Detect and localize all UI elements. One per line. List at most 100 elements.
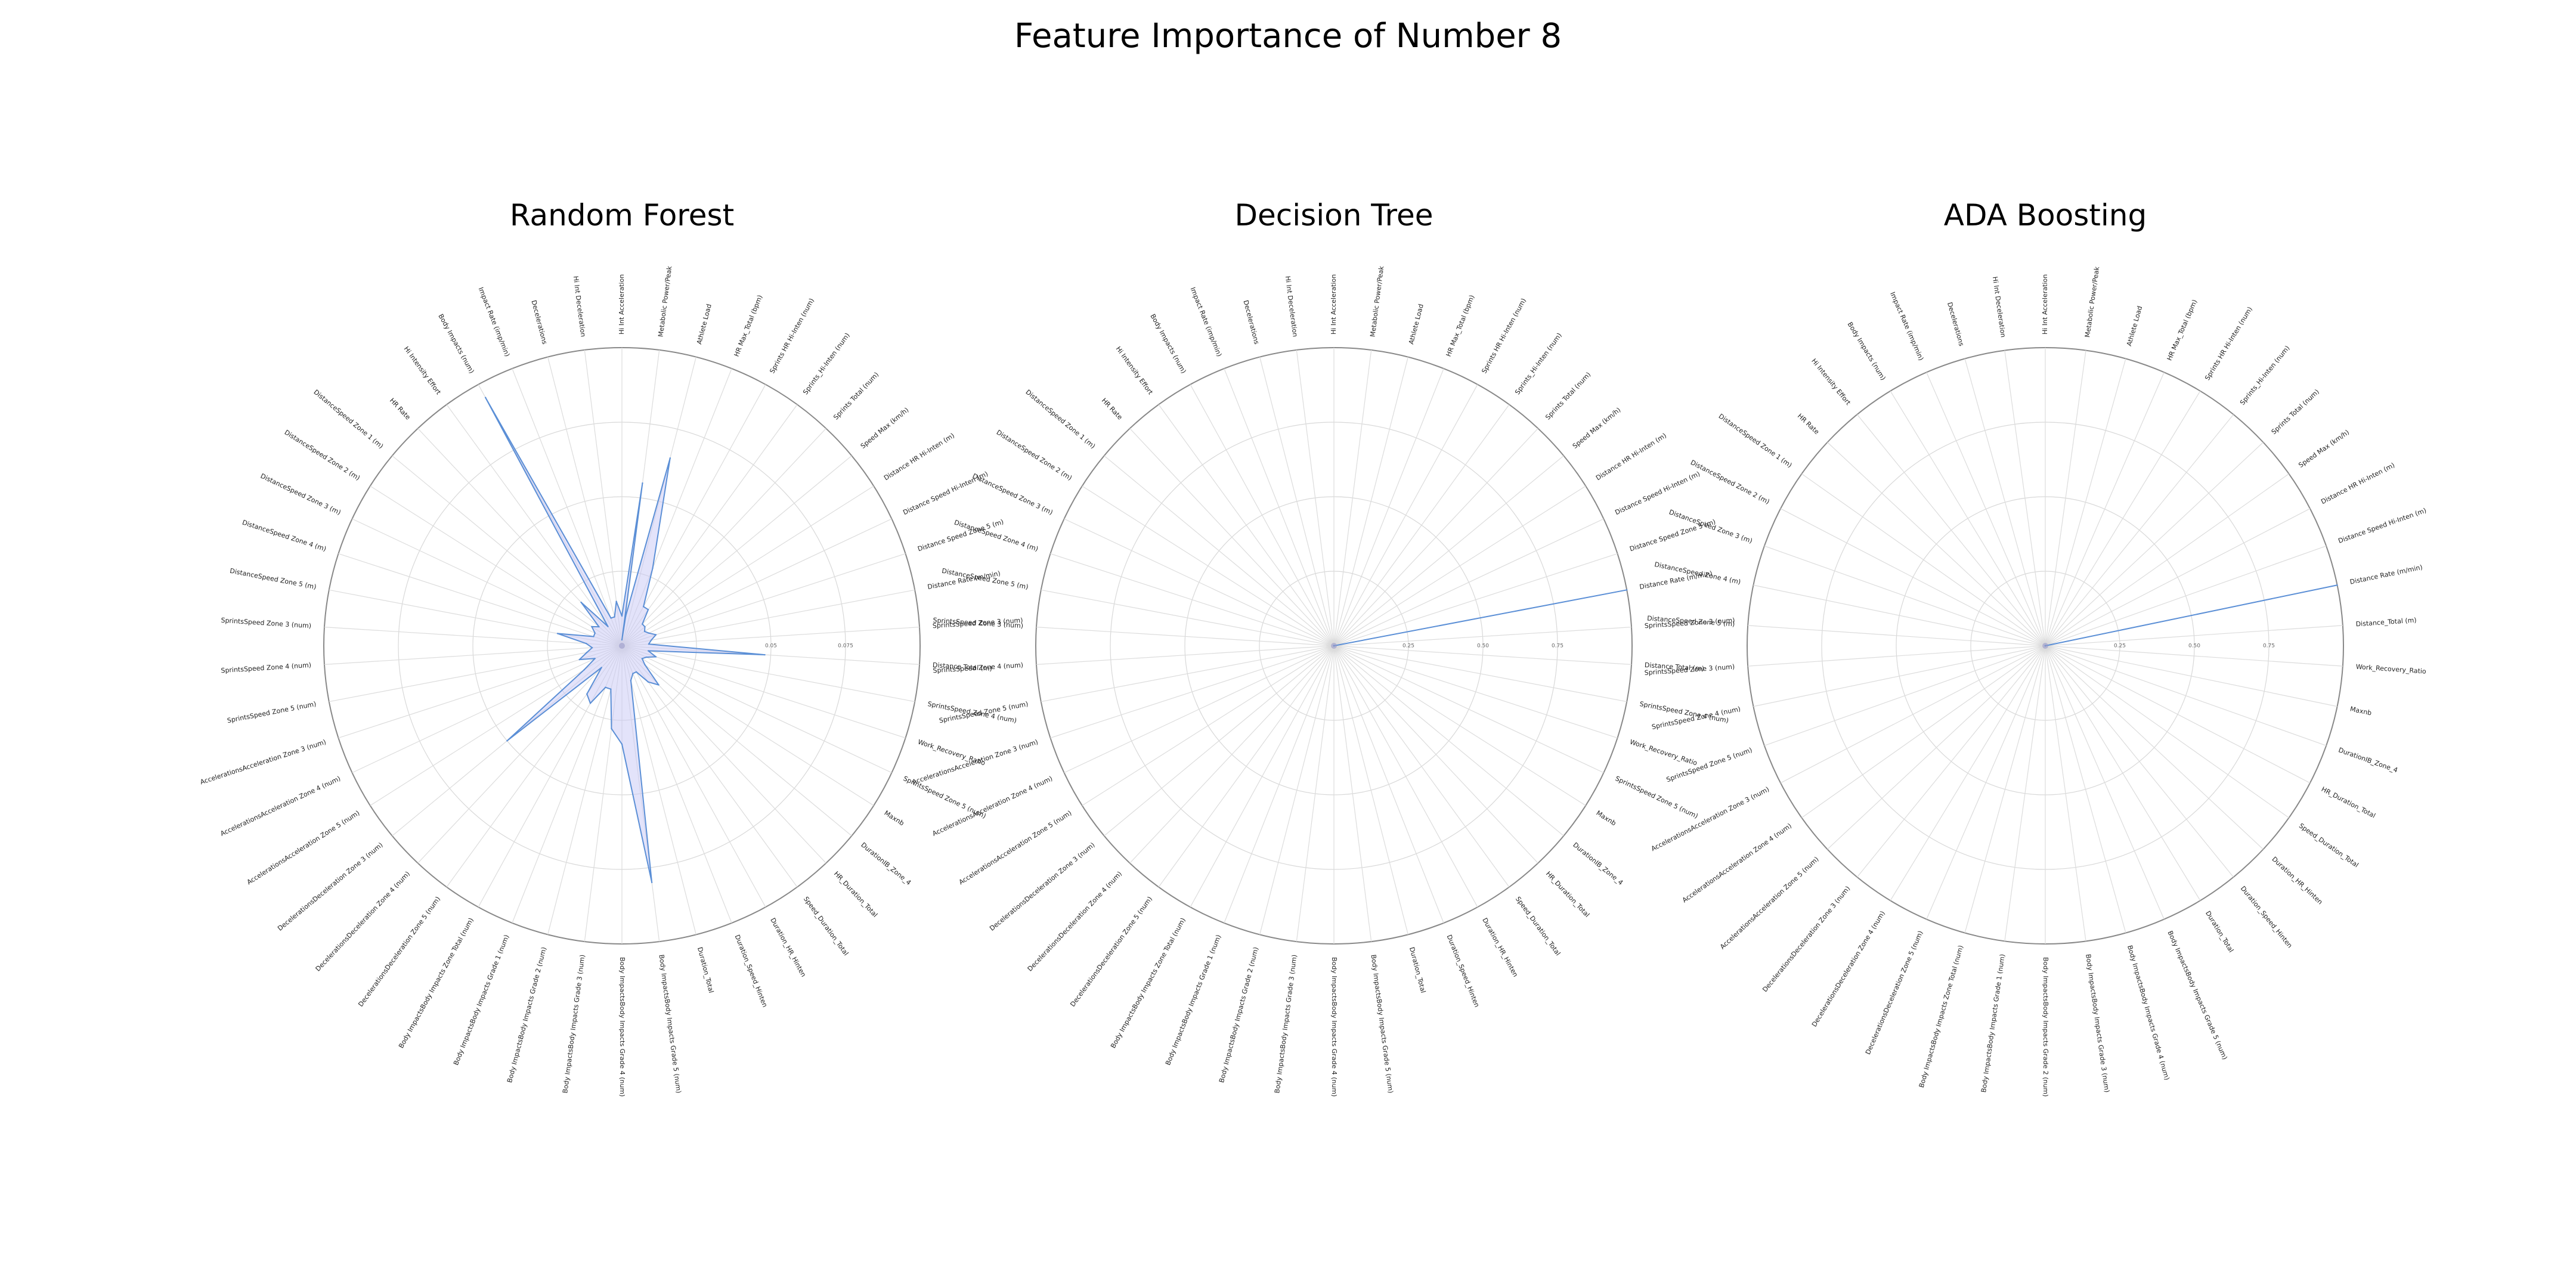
radar-spoke bbox=[621, 645, 852, 837]
radar-feature-label: Metabolic Power/Peak bbox=[1368, 265, 1385, 338]
figure-title: Feature Importance of Number 8 bbox=[1014, 17, 1562, 55]
radar-spoke bbox=[621, 645, 892, 773]
radar-spoke bbox=[1333, 645, 1372, 942]
radar-feature-label: DistanceSpeed Zone 2 (m) bbox=[995, 428, 1073, 482]
radar-data-point bbox=[669, 457, 671, 459]
radar-spoke bbox=[1333, 645, 1632, 665]
radar-feature-label: Maxnb bbox=[2349, 705, 2373, 717]
radar-data-point bbox=[598, 626, 600, 628]
radar-tick-label: 0.75 bbox=[1552, 643, 1563, 649]
radar-feature-label: Body ImpactsBody Impacts Grade 5 (num) bbox=[657, 954, 682, 1094]
radar-data-point bbox=[764, 654, 766, 656]
radar-data-point bbox=[591, 646, 593, 649]
radar-spoke bbox=[1333, 645, 1478, 908]
radar-feature-label: AccelerationsAcceleration Zone 4 (num) bbox=[931, 775, 1054, 838]
radar-spoke bbox=[1333, 553, 1618, 646]
radar-spoke bbox=[1082, 645, 1335, 806]
radar-feature-label: Body ImpactsBody Impacts Grade 2 (num) bbox=[1218, 946, 1260, 1083]
radar-data-point bbox=[632, 673, 634, 674]
radar-panel-title: Decision Tree bbox=[1235, 198, 1433, 233]
radar-data-point bbox=[611, 727, 612, 730]
radar-feature-label: Body ImpactsBody Impacts Grade 1 (num) bbox=[1980, 953, 2007, 1093]
radar-data-point bbox=[594, 658, 596, 660]
radar-spoke bbox=[1158, 645, 1335, 887]
radar-data-point bbox=[593, 636, 595, 637]
radar-feature-label: Body ImpactsBody Impacts Grade 2 (num) bbox=[506, 946, 548, 1083]
radar-feature-label: Metabolic Power/Peak bbox=[657, 265, 673, 338]
radar-feature-label: Sprints_Hi-Inten (num) bbox=[801, 332, 852, 396]
radar-feature-label: Distance HR Hi-Inten (m) bbox=[1594, 432, 1668, 482]
radar-feature-label: Athlete Load bbox=[2125, 305, 2144, 347]
radar-data-point bbox=[630, 679, 632, 682]
radar-feature-label: DurationIB_Zone_4 bbox=[859, 841, 912, 887]
radar-spoke bbox=[338, 645, 623, 739]
radar-spoke bbox=[1764, 545, 2046, 646]
radar-feature-label: Work_Recovery_Ratio bbox=[1629, 738, 1699, 767]
radar-feature-label: DistanceSpeed Zone 4 (m) bbox=[242, 519, 327, 553]
radar-feature-label: SprintsSpeed Zone 5 (num) bbox=[227, 700, 317, 724]
radar-feature-label: DistanceSpeed Zone 3 (m) bbox=[1668, 508, 1753, 545]
radar-feature-label: Decelerations bbox=[1946, 301, 1965, 347]
radar-feature-label: AccelerationsAcceleration Zone 3 (num) bbox=[199, 738, 327, 787]
radar-data-point bbox=[506, 740, 508, 742]
radar-data-point bbox=[658, 684, 660, 686]
radar-feature-label: Distance Rate (m/min) bbox=[2349, 564, 2423, 586]
radar-spoke bbox=[621, 553, 906, 646]
radar-spoke bbox=[1333, 518, 1604, 646]
radar-spoke bbox=[1259, 357, 1335, 646]
radar-feature-label: Distance Speed Hi-Inten (m) bbox=[1614, 470, 1701, 516]
radar-feature-label: Body ImpactsBody Impacts Grade 1 (num) bbox=[1164, 934, 1222, 1067]
radar-feature-label: Duration_Speed_Hinten bbox=[733, 934, 769, 1008]
radar-feature-label: Speed_Duration_Total bbox=[1514, 895, 1562, 957]
radar-tick-label: 0.05 bbox=[765, 643, 777, 649]
radar-data-point bbox=[648, 632, 650, 634]
radar-spoke bbox=[1333, 645, 1627, 702]
radar-feature-label: Distance Total (m) bbox=[1645, 661, 1705, 673]
radar-spoke bbox=[1753, 645, 2046, 707]
radar-feature-label: SprintsSpeed Zone 4 (num) bbox=[221, 661, 311, 675]
radar-spoke bbox=[338, 553, 623, 646]
radar-data-point bbox=[642, 606, 645, 608]
radar-spoke bbox=[621, 455, 852, 646]
radar-center bbox=[1331, 643, 1337, 649]
radar-spoke bbox=[1748, 645, 2046, 667]
radar-spoke bbox=[621, 589, 915, 646]
radar-feature-label: DistanceSpeed Zone 2 (m) bbox=[1689, 459, 1771, 506]
radar-spoke bbox=[1224, 368, 1335, 646]
radar-feature-label: Decelerations bbox=[530, 299, 549, 345]
radar-feature-label: Body ImpactsBody Impacts Grade 4 (num) bbox=[1330, 957, 1338, 1097]
radar-spoke bbox=[2045, 372, 2165, 646]
radar-data-point bbox=[642, 482, 643, 484]
radar-spoke bbox=[512, 368, 623, 646]
radar-spoke bbox=[1926, 645, 2046, 919]
radar-spoke bbox=[1333, 627, 1632, 646]
radar-feature-label: Sprints_Hi-Inten (num) bbox=[2238, 344, 2292, 407]
radar-feature-label: HR Rate bbox=[388, 397, 412, 422]
radar-spoke bbox=[2045, 645, 2337, 707]
radar-spoke bbox=[1333, 645, 1408, 935]
radar-data-point bbox=[647, 609, 649, 611]
radar-spoke bbox=[547, 645, 623, 935]
radar-feature-label: Body ImpactsBody Impacts Grade 1 (num) bbox=[452, 934, 510, 1067]
radar-feature-label: Distance_Total (m) bbox=[2355, 616, 2417, 628]
radar-spoke bbox=[370, 485, 623, 646]
radar-feature-label: Maxnb bbox=[883, 809, 906, 828]
radar-spoke bbox=[1104, 455, 1335, 646]
radar-feature-label: Speed Max (km/h) bbox=[1571, 406, 1623, 450]
radar-feature-label: Impact Rate (imp/min) bbox=[1888, 291, 1925, 362]
radar-feature-label: DistanceSpeed Zone 1 (m) bbox=[312, 388, 385, 450]
radar-data-point bbox=[610, 617, 612, 619]
radar-center bbox=[2042, 643, 2048, 649]
radar-spoke bbox=[621, 645, 766, 908]
radar-feature-label: Body ImpactsBody Impacts Grade 5 (num) bbox=[1369, 954, 1394, 1094]
radar-spoke bbox=[1890, 645, 2046, 901]
radar-feature-label: Duration_Total bbox=[2204, 909, 2235, 953]
radar-spoke bbox=[1259, 645, 1335, 935]
radar-feature-label: Hi Int Deceleration bbox=[572, 275, 587, 338]
radar-spoke bbox=[547, 357, 623, 646]
radar-data-point bbox=[652, 567, 654, 569]
radar-spoke bbox=[621, 645, 874, 806]
radar-data-point bbox=[625, 615, 627, 617]
radar-spoke bbox=[2004, 350, 2046, 646]
radar-spoke bbox=[1827, 645, 2046, 850]
